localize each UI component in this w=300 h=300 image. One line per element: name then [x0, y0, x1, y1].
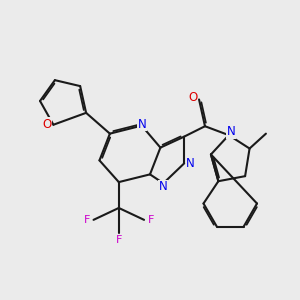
Text: F: F — [147, 215, 154, 225]
Text: F: F — [116, 235, 122, 245]
Text: N: N — [227, 125, 236, 138]
Text: F: F — [84, 215, 90, 225]
Text: N: N — [138, 118, 147, 130]
Text: O: O — [188, 92, 197, 104]
Text: O: O — [42, 118, 52, 131]
Text: N: N — [158, 180, 167, 194]
Text: N: N — [186, 157, 195, 170]
